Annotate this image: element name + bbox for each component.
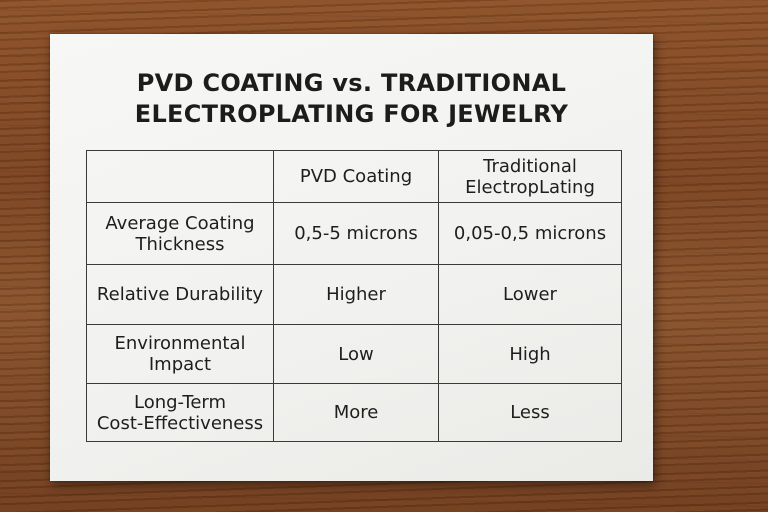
table-row: Long-Term Cost-Effectiveness More Less <box>86 383 622 442</box>
header-traditional-label-2: ElectropLating <box>465 176 595 198</box>
table-row: Relative Durability Higher Lower <box>86 264 622 325</box>
card-title: PVD COATING vs. TRADITIONAL ELECTROPLATI… <box>50 68 653 130</box>
row-label-line: Cost-Effectiveness <box>96 412 264 434</box>
header-pvd-label: PVD Coating <box>299 166 413 187</box>
table-row: Average Coating Thickness 0,5-5 microns … <box>86 202 622 265</box>
row-label-line: Thickness <box>135 233 225 255</box>
cell-traditional-thickness: 0,05-0,5 microns <box>438 202 622 265</box>
row-label-line: Impact <box>148 354 212 375</box>
header-traditional-electroplating: Traditional ElectropLating <box>438 150 622 203</box>
row-label-durability: Relative Durability <box>86 264 274 325</box>
row-label-environmental: Environmental Impact <box>86 324 274 384</box>
cell-pvd-cost: More <box>273 383 439 442</box>
row-label-line: Environmental <box>114 333 246 354</box>
cell-pvd-durability: Higher <box>273 264 439 325</box>
cell-pvd-environmental: Low <box>273 324 439 384</box>
comparison-card: PVD COATING vs. TRADITIONAL ELECTROPLATI… <box>50 34 653 481</box>
title-line-1: PVD COATING vs. TRADITIONAL <box>136 69 567 97</box>
table-row: Environmental Impact Low High <box>86 324 622 384</box>
title-line-2: ELECTROPLATING FOR JEWELRY <box>134 100 569 128</box>
row-label-line: Average Coating <box>105 212 255 234</box>
cell-traditional-environmental: High <box>438 324 622 384</box>
table-header-row: PVD Coating Traditional ElectropLating <box>86 150 622 203</box>
header-traditional-label-1: Traditional <box>483 155 577 177</box>
row-label-line: Long-Term <box>133 391 227 413</box>
cell-pvd-thickness: 0,5-5 microns <box>273 202 439 265</box>
header-pvd-coating: PVD Coating <box>273 150 439 203</box>
row-label-thickness: Average Coating Thickness <box>86 202 274 265</box>
cell-traditional-durability: Lower <box>438 264 622 325</box>
cell-traditional-cost: Less <box>438 383 622 442</box>
header-empty-cell <box>86 150 274 203</box>
row-label-cost: Long-Term Cost-Effectiveness <box>86 383 274 442</box>
row-label-line: Relative Durability <box>96 284 264 305</box>
comparison-table: PVD Coating Traditional ElectropLating A… <box>86 150 622 442</box>
